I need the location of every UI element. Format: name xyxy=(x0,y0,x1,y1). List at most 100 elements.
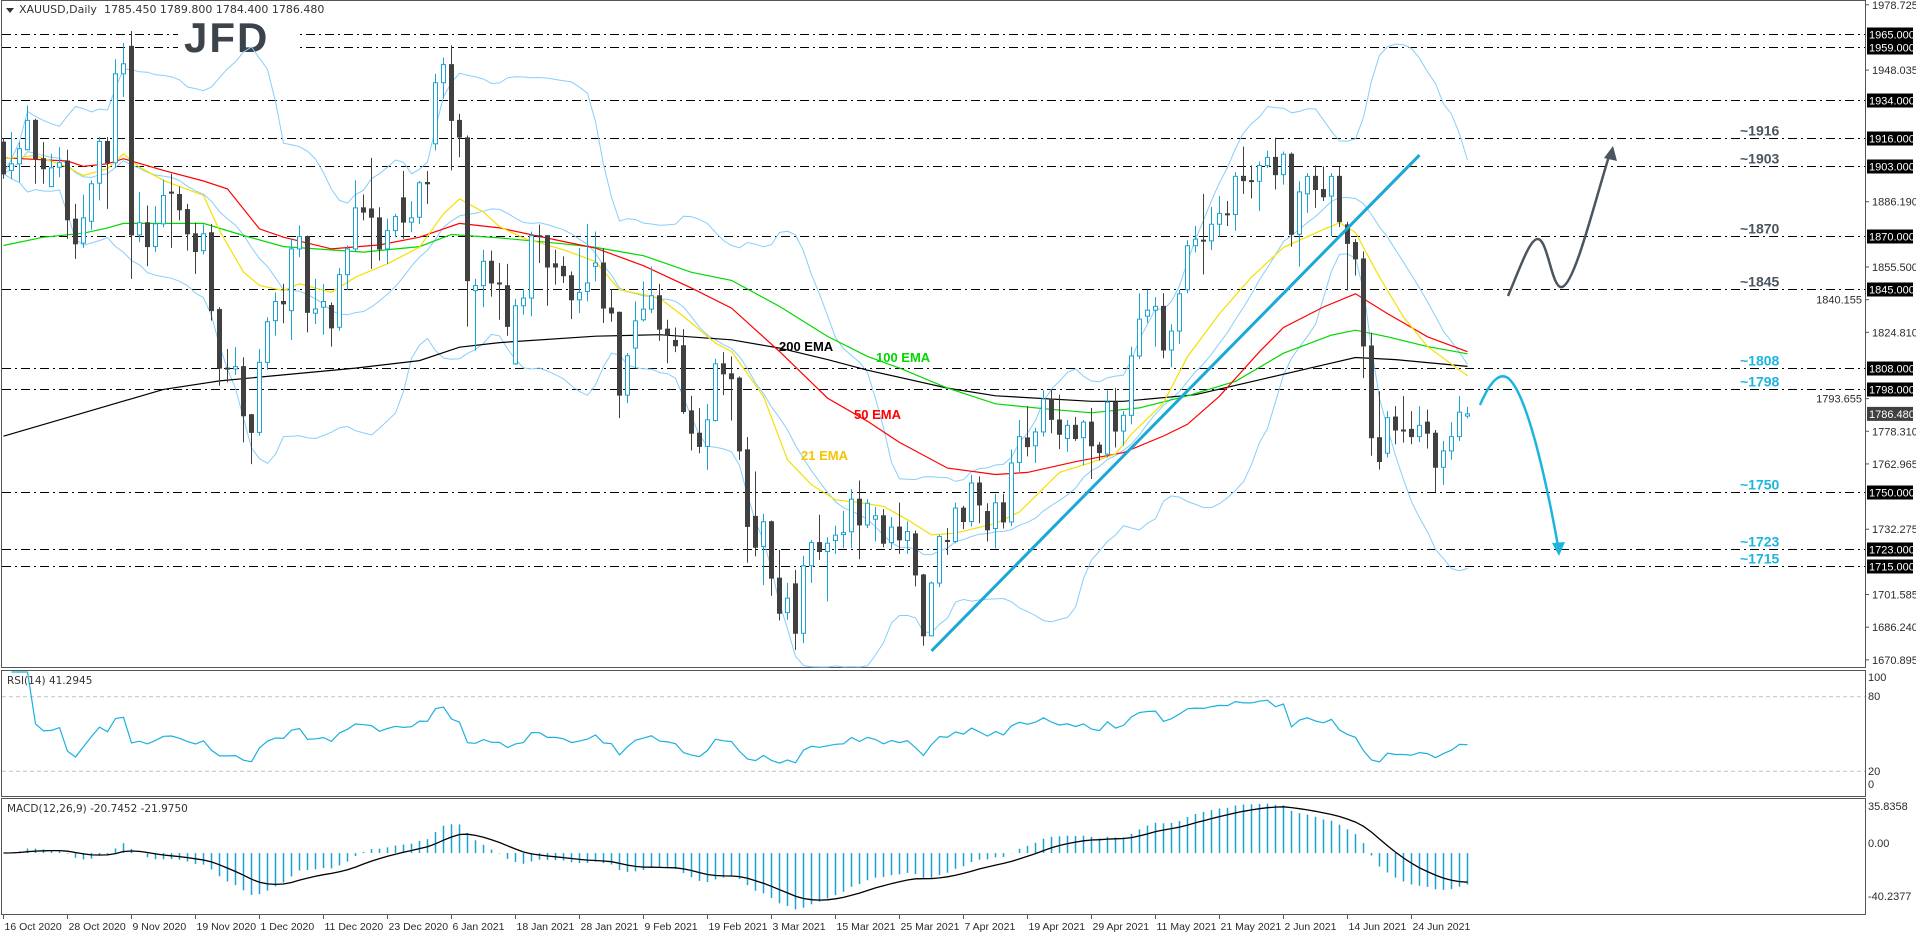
candle xyxy=(1249,165,1254,199)
candle-body xyxy=(65,160,70,221)
candle xyxy=(1017,420,1022,472)
candle xyxy=(177,186,182,221)
candle xyxy=(105,136,110,209)
candle xyxy=(1057,394,1062,450)
level-price-label: 1870.000 xyxy=(1869,232,1915,244)
date-tick-label: 28 Jan 2021 xyxy=(581,921,639,933)
candle xyxy=(321,283,326,335)
candle-body xyxy=(89,183,94,222)
candle xyxy=(1225,201,1230,226)
date-tick-label: 15 Mar 2021 xyxy=(837,921,896,933)
uptrend-line[interactable] xyxy=(930,154,1421,652)
candle xyxy=(1417,406,1422,442)
candle xyxy=(1177,289,1182,345)
candle-body xyxy=(625,355,630,396)
candle-body xyxy=(1361,258,1366,347)
candle xyxy=(1193,225,1198,253)
candle-body xyxy=(249,414,254,433)
candle-body xyxy=(697,432,702,447)
candle xyxy=(385,218,390,264)
candle xyxy=(689,395,694,451)
candle xyxy=(825,537,830,602)
candle-body xyxy=(1145,309,1150,317)
ema-line-200-ema xyxy=(3,334,1468,437)
candle xyxy=(1361,251,1366,379)
candle xyxy=(1353,239,1358,276)
ema-line-21-ema xyxy=(3,152,1468,536)
candle xyxy=(1457,396,1462,441)
candle-body xyxy=(1393,416,1398,431)
rsi-line xyxy=(11,671,1468,764)
candle xyxy=(897,502,902,554)
candle-body xyxy=(1401,429,1406,432)
ema-label: 50 EMA xyxy=(854,407,902,422)
candle-body xyxy=(1449,436,1454,452)
candle xyxy=(369,157,374,269)
candle-body xyxy=(297,236,302,250)
rsi-tick-label: 80 xyxy=(1868,691,1880,703)
candle xyxy=(425,171,430,204)
date-tick-label: 25 Mar 2021 xyxy=(901,921,960,933)
level-annotations: ~1916 ~1903 ~1870 ~1845 ~1808 ~1798 ~1750 ~1723… xyxy=(1740,123,1780,567)
date-tick-label: 9 Feb 2021 xyxy=(645,921,698,933)
candle-body xyxy=(905,531,910,541)
candle xyxy=(713,358,718,422)
candle xyxy=(1,138,6,179)
candle-body xyxy=(1057,419,1062,435)
candle-body xyxy=(769,521,774,579)
level-price-box xyxy=(1867,559,1913,574)
level-annotation: ~1903 xyxy=(1740,151,1780,167)
candle xyxy=(273,292,278,336)
candle xyxy=(1265,150,1270,169)
candle xyxy=(297,225,302,258)
level-price-box xyxy=(1867,93,1913,108)
ema-line-50-ema xyxy=(3,157,1468,476)
candle xyxy=(929,581,934,637)
price-tick-label: 1840.155 xyxy=(1816,295,1862,307)
candle-body xyxy=(137,222,142,236)
candle xyxy=(633,301,638,369)
candle xyxy=(249,414,254,465)
candle xyxy=(1241,146,1246,194)
trendline[interactable] xyxy=(930,154,1421,652)
bullish-arrowhead-icon xyxy=(1604,146,1617,161)
candle xyxy=(969,474,974,527)
candle xyxy=(489,250,494,297)
candle-body xyxy=(969,482,974,523)
candle xyxy=(1081,420,1086,466)
candle-body xyxy=(873,515,878,520)
candle xyxy=(25,105,30,151)
candle-body xyxy=(1465,413,1470,417)
candle-body xyxy=(33,119,38,160)
dropdown-triangle-icon[interactable] xyxy=(6,7,14,13)
candle xyxy=(1393,406,1398,445)
ema-lines xyxy=(3,152,1468,536)
candle-body xyxy=(41,158,46,170)
candle-body xyxy=(1041,398,1046,433)
candle-body xyxy=(585,282,590,292)
candle-body xyxy=(689,410,694,434)
level-price-box xyxy=(1867,40,1913,55)
candle-body xyxy=(1305,175,1310,195)
candle-body xyxy=(457,119,462,138)
candle-body xyxy=(441,64,446,84)
level-price-label: 1965.000 xyxy=(1869,30,1915,42)
candle-body xyxy=(233,366,238,370)
candle-body xyxy=(1177,293,1182,332)
candle-body xyxy=(1329,175,1334,197)
date-axis[interactable]: 16 Oct 2020 28 Oct 2020 9 Nov 2020 19 Nov 2… xyxy=(3,915,1471,933)
level-annotation: ~1870 xyxy=(1740,221,1780,237)
candle-body xyxy=(753,515,758,548)
candle xyxy=(1409,411,1414,445)
date-tick-label: 21 May 2021 xyxy=(1221,921,1282,933)
candle-body xyxy=(225,367,230,370)
candle-body xyxy=(721,363,726,375)
candle-body xyxy=(1297,191,1302,235)
level-price-box xyxy=(1867,131,1913,146)
candle xyxy=(1025,406,1030,457)
candle xyxy=(1305,172,1310,213)
candle xyxy=(1377,391,1382,470)
candle xyxy=(1273,137,1278,190)
